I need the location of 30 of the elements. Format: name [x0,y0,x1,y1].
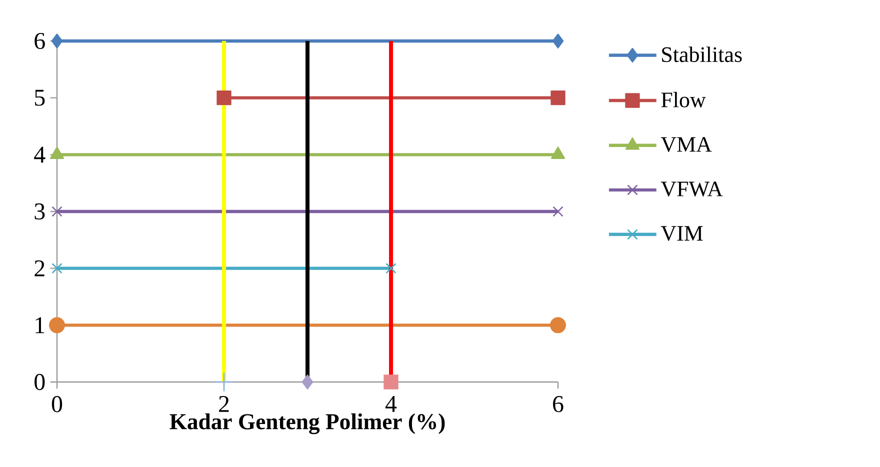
legend-label: VFWA [660,182,723,197]
point [550,317,566,334]
point [214,372,234,392]
legend-label: VIM [660,226,703,241]
point [216,90,232,106]
point [51,34,63,48]
point [552,206,564,217]
x-tick-label: 2 [219,396,229,412]
legend-label: VMA [660,137,712,152]
x-tick-label: 4 [385,396,397,412]
point [550,90,566,106]
legend-label: Stabilitas [662,46,742,62]
y-tick-label: 5 [35,90,45,106]
x-tick-label: 6 [553,396,564,412]
point [48,317,66,334]
point [552,34,564,48]
point [386,262,396,274]
x-axis-title: Kadar Genteng Polimer (%) [170,413,445,434]
point [384,374,398,390]
y-tick-label: 3 [34,203,45,220]
y-tick-label: 4 [34,146,46,163]
y-tick-label: 1 [36,317,44,334]
x-tick-label: 0 [52,396,62,412]
y-tick-label: 6 [34,32,45,50]
point [302,374,314,390]
point [52,206,62,217]
legend-label: Flow [661,92,706,108]
y-tick-label: 2 [34,260,44,276]
y-tick-label: 0 [34,374,45,390]
point [52,262,62,274]
